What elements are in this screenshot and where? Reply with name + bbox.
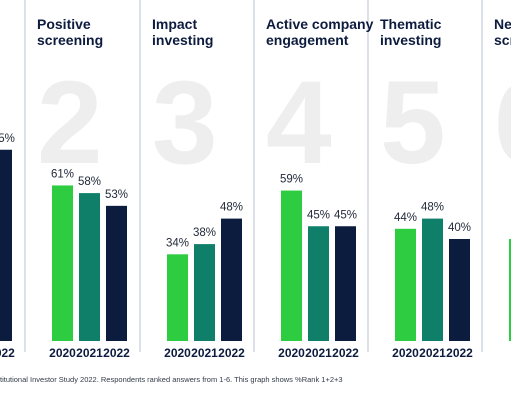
- panel-title-line: Neg: [494, 16, 511, 32]
- year-label: 2020: [164, 346, 191, 360]
- panel-title-line: scre: [494, 32, 511, 48]
- year-label: 2022: [332, 346, 359, 360]
- year-label: 2022: [0, 346, 15, 360]
- bar-2022: [221, 218, 242, 341]
- footnote: titutional Investor Study 2022. Responde…: [0, 375, 343, 384]
- bar-2022: [449, 239, 470, 341]
- bar-2020: [281, 190, 302, 341]
- year-label: 2020: [392, 346, 419, 360]
- panel-title-line: Positive: [37, 16, 91, 32]
- rank-number-4: 4: [266, 57, 332, 189]
- bar-2022: [0, 149, 12, 341]
- value-label: 45%: [334, 209, 357, 221]
- year-label: 2022: [218, 346, 245, 360]
- panel-title-line: investing: [380, 32, 441, 48]
- value-label: 48%: [421, 202, 444, 214]
- value-label: 53%: [105, 189, 128, 201]
- bar-2022: [335, 226, 356, 341]
- bar-2021: [194, 244, 215, 341]
- rank-number-6: 6: [494, 57, 511, 189]
- rank-number-3: 3: [152, 57, 218, 189]
- bar-2020: [395, 228, 416, 341]
- value-label: 45%: [307, 209, 330, 221]
- panel-title-line: Active company: [266, 16, 374, 32]
- year-label: 2022: [446, 346, 473, 360]
- value-label: 34%: [166, 237, 189, 249]
- year-label: 2021: [191, 346, 218, 360]
- value-label: 58%: [78, 176, 101, 188]
- rank-number-5: 5: [380, 57, 446, 189]
- year-label: 2021: [419, 346, 446, 360]
- panel-title-line: engagement: [266, 32, 349, 48]
- rank-number-2: 2: [37, 57, 103, 189]
- value-label: 59%: [280, 174, 303, 186]
- bar-2021: [79, 193, 100, 341]
- bar-2020: [52, 185, 73, 341]
- panel-title-line: screening: [37, 32, 103, 48]
- panel-title-line: investing: [152, 32, 213, 48]
- bar-2022: [106, 205, 127, 341]
- panel-title-line: Thematic: [380, 16, 442, 32]
- year-label: 2021: [305, 346, 332, 360]
- value-label: 44%: [394, 212, 417, 224]
- value-label: 61%: [51, 168, 74, 180]
- year-label: 2020: [49, 346, 76, 360]
- year-label: 2020: [278, 346, 305, 360]
- year-label: 2022: [103, 346, 130, 360]
- value-label: 38%: [193, 227, 216, 239]
- bar-2021: [422, 218, 443, 341]
- value-label: 48%: [220, 202, 243, 214]
- bar-20: [509, 239, 511, 341]
- bar-2020: [167, 254, 188, 341]
- bar-2021: [308, 226, 329, 341]
- panel-title-line: Impact: [152, 16, 197, 32]
- year-label: 2021: [76, 346, 103, 360]
- value-label: 5%: [0, 133, 15, 145]
- value-label: 40%: [448, 222, 471, 234]
